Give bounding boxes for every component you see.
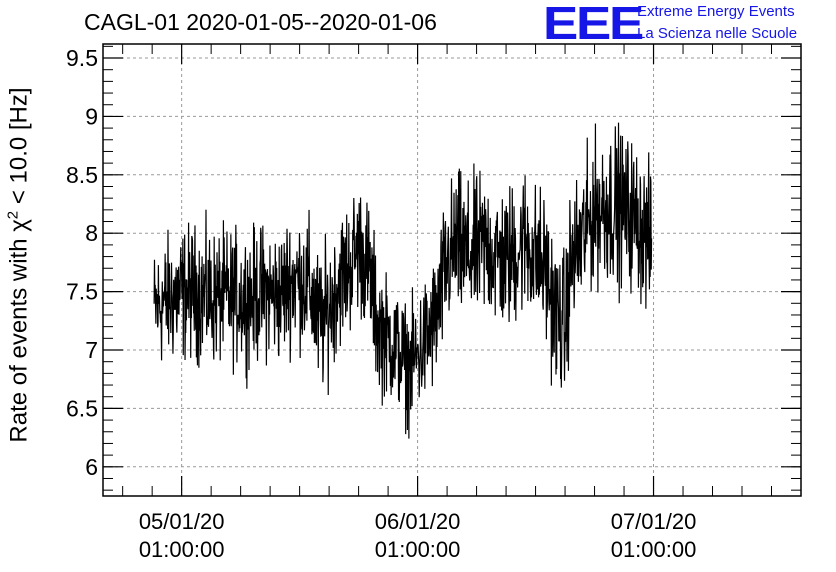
y-tick-label: 9.5 (66, 45, 98, 71)
y-axis-label: Rate of events with χ2 < 10.0 [Hz] (4, 87, 33, 443)
x-tick-label: 07/01/20 01:00:00 (610, 509, 697, 562)
x-tick-label: 06/01/20 01:00:00 (374, 509, 461, 562)
y-tick-label: 9 (85, 103, 98, 129)
y-tick-label: 6.5 (66, 395, 98, 421)
y-tick-label: 7.5 (66, 279, 98, 305)
x-tick-label: 05/01/20 01:00:00 (138, 509, 225, 562)
y-tick-labels: 6 6.5 7 7.5 8 8.5 9 9.5 (66, 45, 98, 480)
chart-title: CAGL-01 2020-01-05--2020-01-06 (84, 9, 437, 35)
axis-ticks (103, 44, 802, 496)
series-line-rate (153, 122, 653, 439)
y-axis-label-wrap: Rate of events with χ2 < 10.0 [Hz] (4, 50, 34, 480)
eee-logo: EEE (543, 0, 644, 49)
logo-line-2: La Scienza nelle Scuole (637, 25, 798, 42)
logo-line-1: Extreme Energy Events (637, 3, 795, 20)
y-tick-label: 8.5 (66, 162, 98, 188)
y-tick-label: 8 (85, 220, 98, 246)
plot-frame (102, 43, 802, 497)
y-tick-label: 7 (85, 337, 98, 363)
y-tick-label: 6 (85, 454, 98, 480)
